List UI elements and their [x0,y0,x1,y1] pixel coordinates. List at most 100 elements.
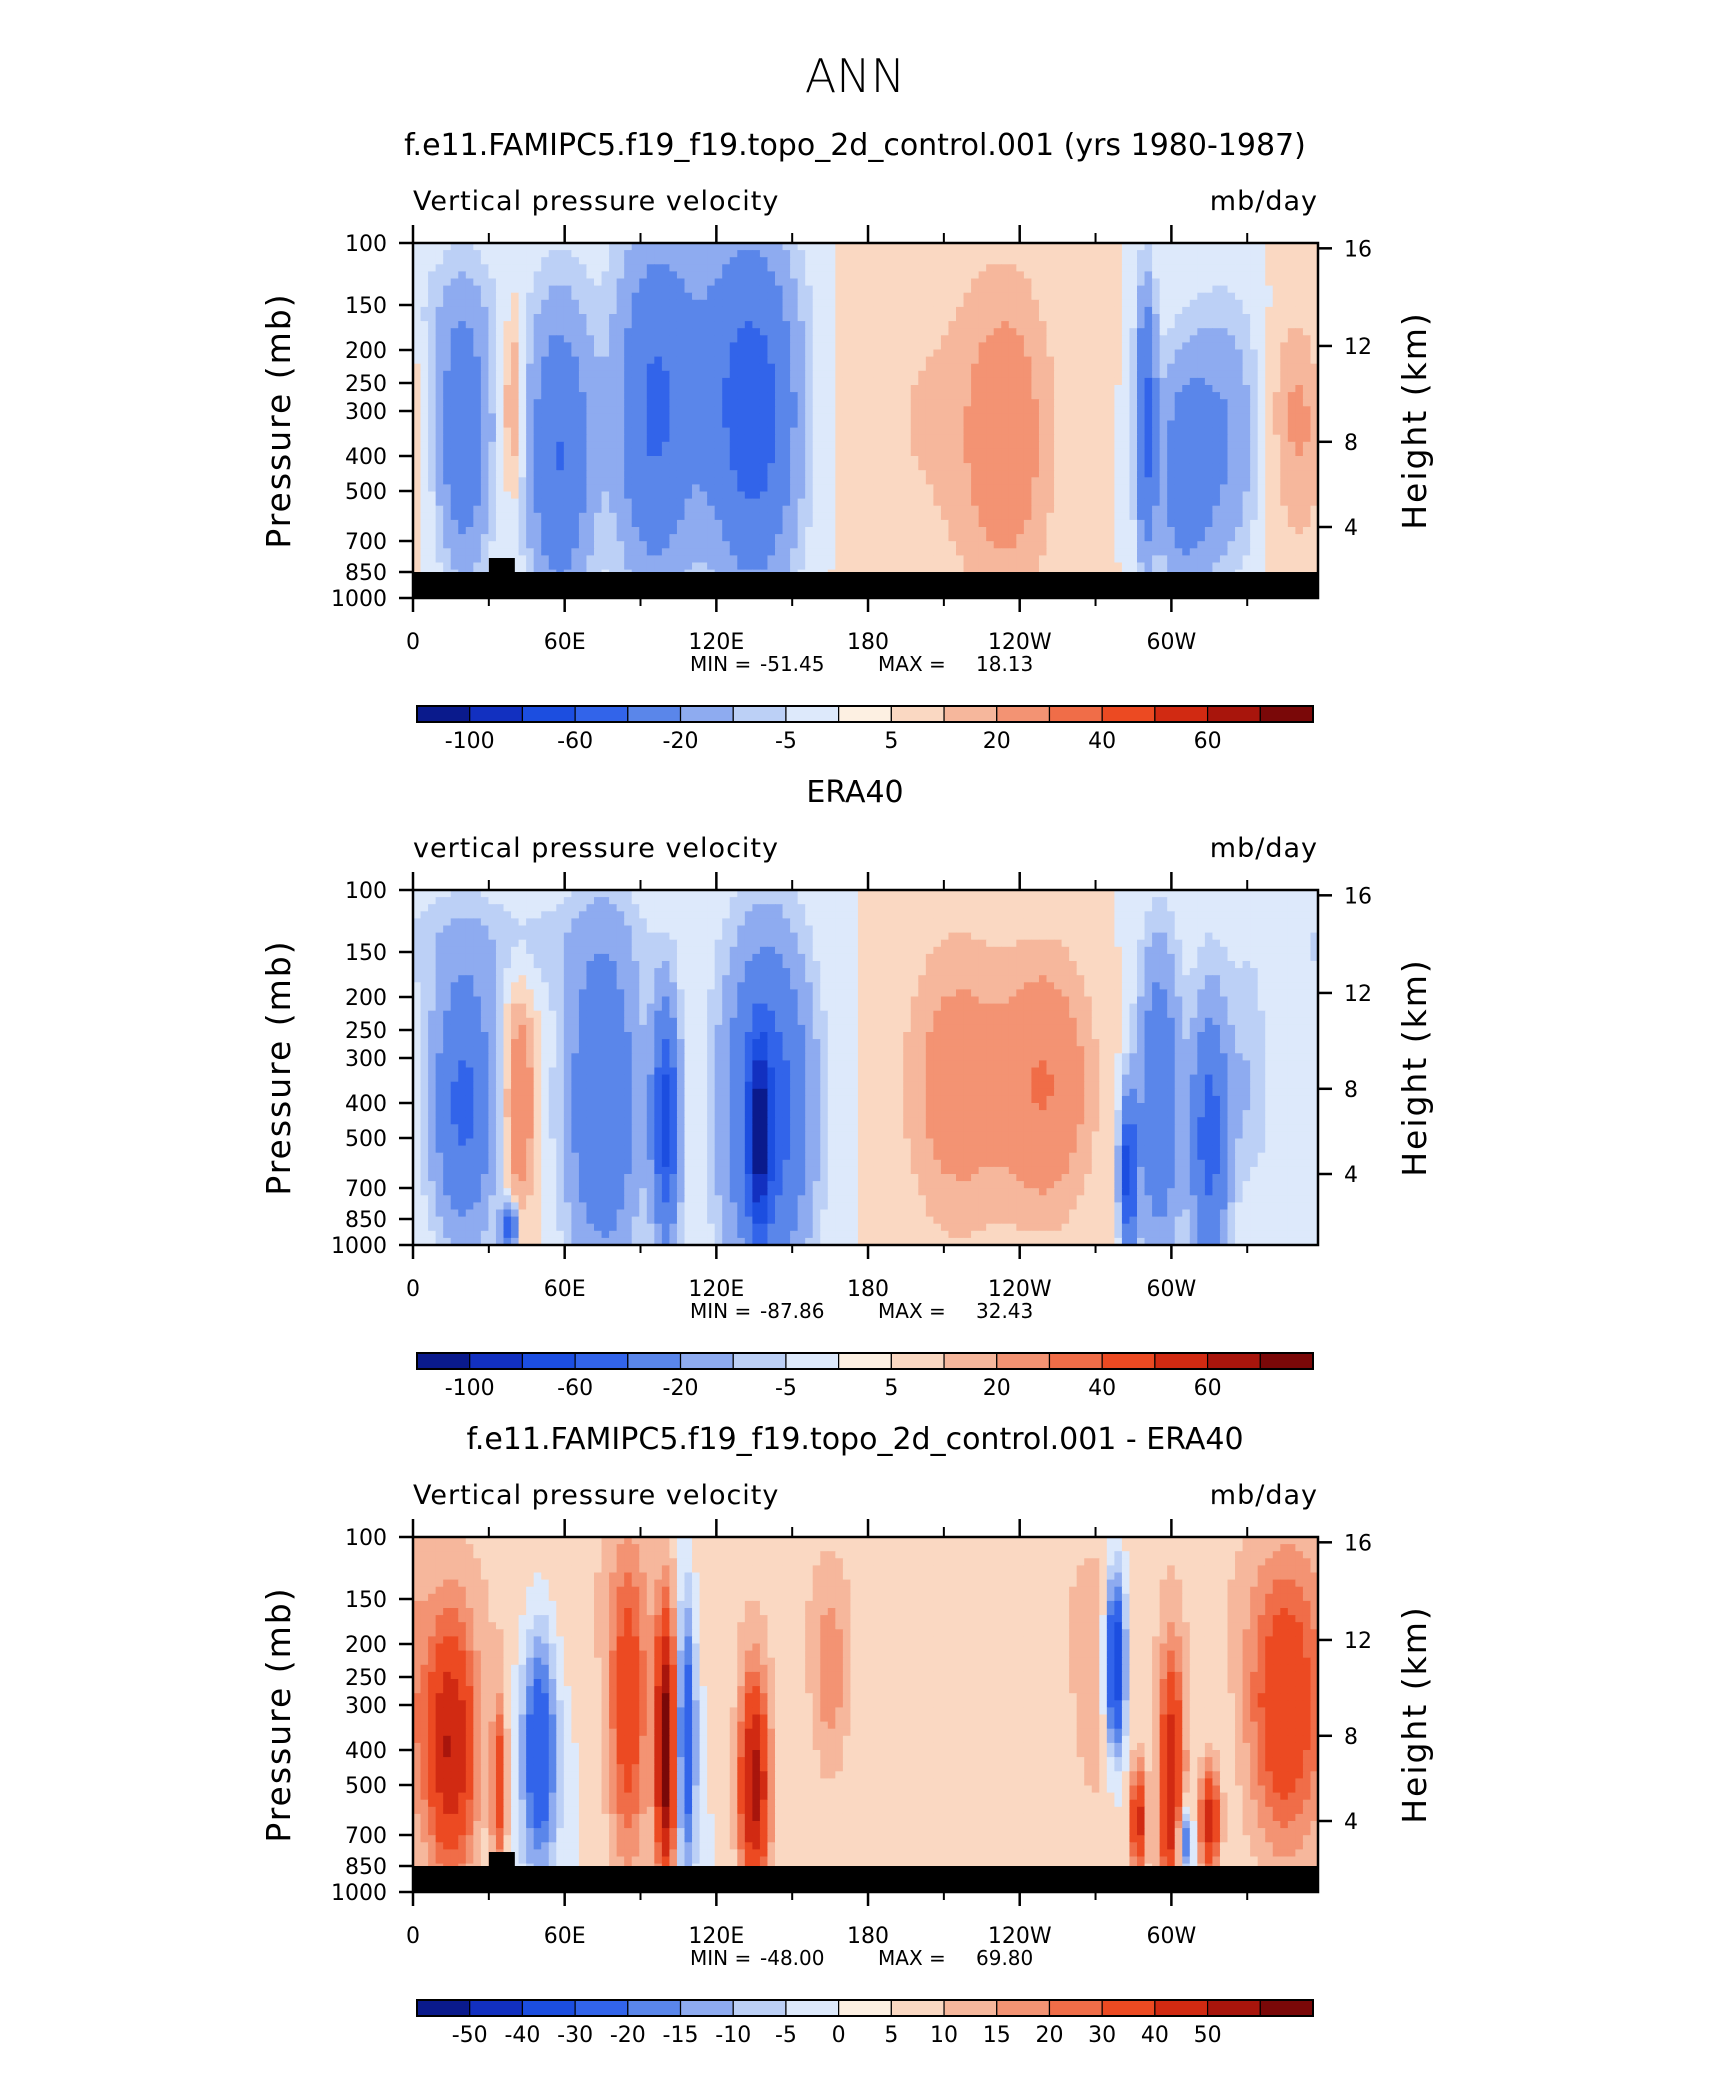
heatmap-cell [1310,377,1319,386]
heatmap-cell [993,285,1002,294]
heatmap-cell [480,420,490,429]
heatmap-cell [1016,527,1025,535]
heatmap-cell [624,342,633,351]
heatmap-cell [963,306,972,315]
heatmap-cell [1242,342,1251,351]
heatmap-cell [1076,243,1085,251]
heatmap-cell [571,314,580,322]
heatmap-cell [450,456,459,464]
heatmap-cell [699,342,708,351]
heatmap-cell [933,427,942,436]
heatmap-cell [714,534,723,542]
heatmap-cell [616,470,625,478]
heatmap-cell [699,491,708,500]
heatmap-cell [918,342,927,351]
heatmap-cell [1189,306,1198,315]
heatmap-cell [1084,441,1093,450]
heatmap-cell [1008,370,1017,379]
heatmap-cell [616,342,625,351]
heatmap-cell [1159,342,1168,351]
heatmap-cell [458,377,467,386]
heatmap-cell [1242,441,1251,450]
heatmap-cell [1054,491,1063,500]
heatmap-cell [654,413,663,422]
heatmap-cell [556,321,565,329]
heatmap-cell [790,243,799,251]
heatmap-cell [578,363,588,372]
heatmap-cell [1295,271,1304,280]
heatmap-cell [533,477,542,485]
heatmap-cell [940,512,950,521]
heatmap-cell [443,328,452,336]
heatmap-cell [820,392,829,400]
heatmap-cell [511,356,520,365]
heatmap-cell [601,413,610,422]
heatmap-cell [903,299,912,308]
heatmap-cell [1137,498,1146,507]
heatmap-cell [616,527,625,535]
heatmap-cell [1137,448,1146,457]
heatmap-cell [631,285,640,294]
heatmap-cell [1023,448,1033,457]
heatmap-cell [503,434,512,443]
heatmap-cell [548,456,557,464]
heatmap-cell [722,370,731,379]
heatmap-cell [1189,527,1198,535]
heatmap-cell [1227,512,1236,521]
heatmap-cell [790,406,799,414]
heatmap-cell [775,292,784,301]
heatmap-cell [1038,321,1048,329]
heatmap-cell [571,463,580,471]
heatmap-cell [1152,427,1161,436]
heatmap-cell [1257,413,1266,422]
heatmap-cell [1099,306,1108,315]
heatmap-cell [699,243,708,251]
heatmap-cell [1227,498,1236,507]
heatmap-cell [450,505,459,514]
heatmap-cell [978,441,987,450]
heatmap-cell [1212,484,1221,493]
heatmap-cell [1054,370,1063,379]
heatmap-cell [1204,434,1214,443]
heatmap-cell [1069,243,1078,251]
heatmap-cell [1265,278,1274,287]
heatmap-cell [722,470,731,478]
heatmap-cell [1114,356,1123,365]
heatmap-cell [759,342,769,351]
heatmap-cell [1287,519,1296,528]
heatmap-cell [1295,413,1304,422]
heatmap-cell [1212,264,1221,272]
heatmap-cell [1061,299,1070,308]
heatmap-cell [737,512,746,521]
heatmap-cell [1189,328,1198,336]
heatmap-cell [1287,321,1296,329]
heatmap-cell [865,257,874,265]
heatmap-cell [1046,271,1055,280]
heatmap-cell [420,349,429,358]
heatmap-cell [511,377,520,386]
heatmap-cell [654,527,663,535]
heatmap-cell [1061,463,1070,471]
heatmap-cell [805,278,814,287]
heatmap-cell [699,413,708,422]
heatmap-cell [850,264,859,272]
heatmap-cell [759,484,769,493]
heatmap-cell [1227,484,1236,493]
heatmap-cell [563,505,572,514]
heatmap-cell [827,498,836,507]
heatmap-cell [752,413,761,422]
heatmap-cell [948,441,957,450]
heatmap-cell [1144,363,1153,372]
heatmap-cell [857,441,867,450]
heatmap-cell [518,477,527,485]
heatmap-cell [1046,292,1055,301]
heatmap-cell [684,285,693,294]
heatmap-cell [1008,527,1017,535]
heatmap-cell [1189,370,1198,379]
heatmap-cell [744,243,753,251]
heatmap-cell [986,314,995,322]
heatmap-cell [805,484,814,493]
heatmap-cell [1061,441,1070,450]
heatmap-cell [820,477,829,485]
heatmap-cell [684,534,693,542]
